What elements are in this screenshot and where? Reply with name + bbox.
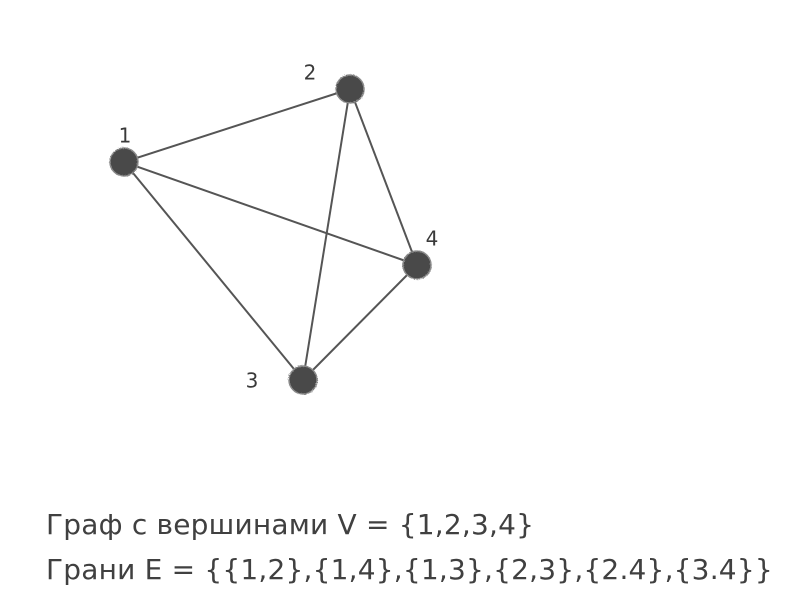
labels-layer: 1 2 3 4 bbox=[119, 61, 439, 393]
node-3 bbox=[288, 365, 318, 395]
node-1 bbox=[109, 147, 139, 177]
node-4 bbox=[402, 250, 432, 280]
node-label-1: 1 bbox=[119, 124, 132, 148]
node-label-4: 4 bbox=[426, 227, 439, 251]
edge-1-2 bbox=[123, 88, 351, 163]
edge-set-caption: Грани Е = {{1,2},{1,4},{1,3},{2,3},{2.4}… bbox=[46, 553, 773, 586]
node-2 bbox=[335, 74, 365, 104]
edge-1-3 bbox=[123, 161, 304, 381]
edge-2-4 bbox=[349, 88, 418, 266]
edge-3-4 bbox=[302, 264, 418, 381]
nodes-layer bbox=[109, 74, 432, 395]
edges-layer bbox=[123, 88, 418, 381]
edge-1-4 bbox=[123, 161, 418, 266]
node-label-2: 2 bbox=[304, 61, 317, 85]
node-label-3: 3 bbox=[246, 369, 259, 393]
vertex-set-caption: Граф с вершинами V = {1,2,3,4} bbox=[46, 508, 535, 541]
edge-2-3 bbox=[302, 88, 351, 381]
graph-diagram: 1 2 3 4 bbox=[109, 61, 439, 395]
